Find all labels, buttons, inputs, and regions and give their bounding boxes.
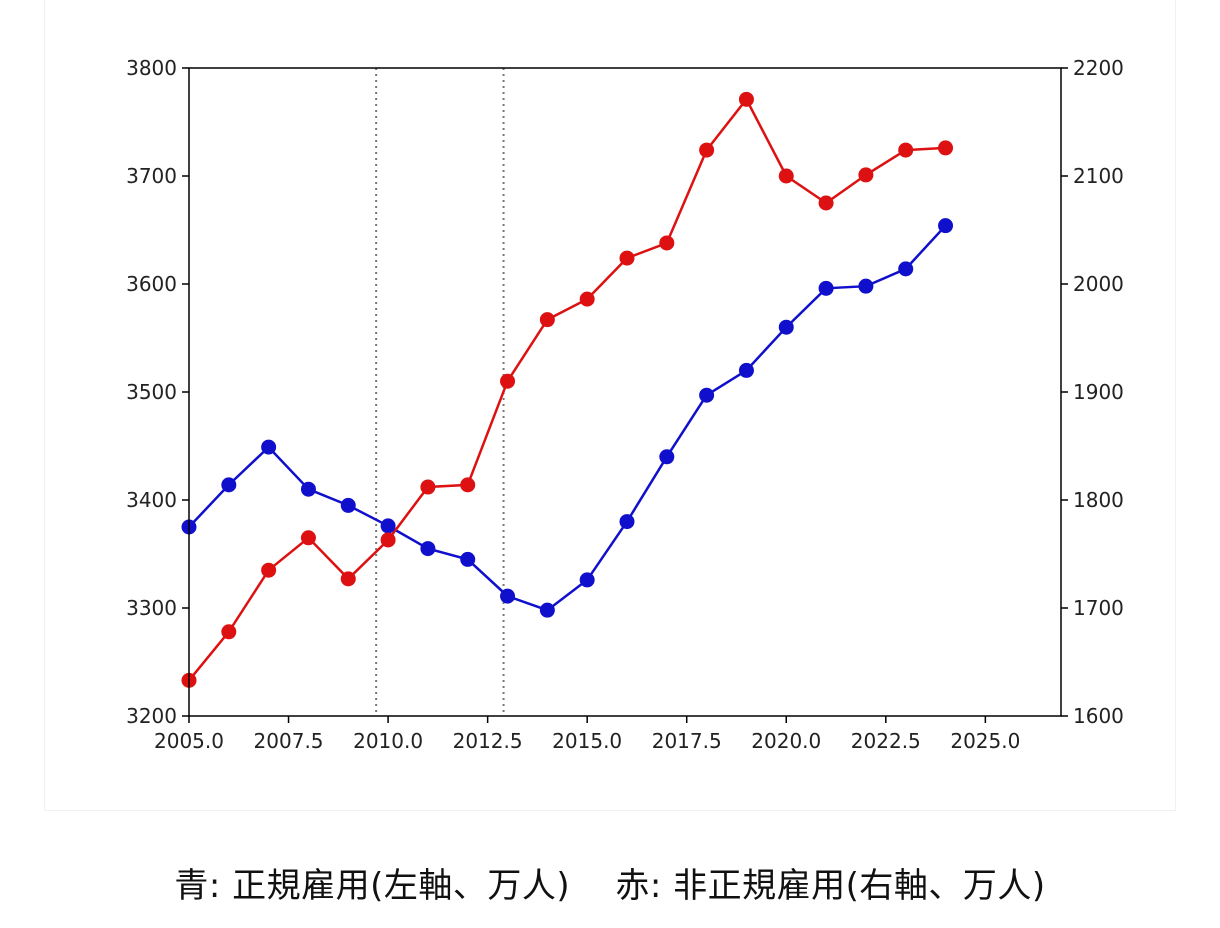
right-y-tick-label: 1700 [1073,596,1124,620]
vertical-reference-lines [375,68,505,716]
left-y-tick-label: 3400 [126,488,177,512]
nonregular-point [261,562,277,578]
x-tick-label: 2015.0 [552,729,622,753]
x-tick-label: 2007.5 [254,729,324,753]
regular-point [221,477,237,493]
series-points [181,91,954,688]
nonregular-point [738,91,754,107]
nonregular-point [539,312,555,328]
left-y-tick-label: 3700 [126,164,177,188]
left-y-tick-label: 3600 [126,272,177,296]
right-y-axis-ticks: 1600 1700 1800 1900 2000 2100 2200 [1061,56,1124,728]
plot-frame [188,67,1062,717]
x-tick-label: 2017.5 [652,729,722,753]
right-y-tick-label: 2100 [1073,164,1124,188]
caption-regular: 青: 正規雇用(左軸、万人) [174,866,571,906]
regular-point [380,518,396,534]
x-tick-label: 2005.0 [154,729,224,753]
regular-point [340,497,356,513]
nonregular-point [420,479,436,495]
regular-point [420,541,436,557]
regular-point [938,218,954,234]
regular-point [898,261,914,277]
left-y-tick-label: 3300 [126,596,177,620]
right-y-tick-label: 1800 [1073,488,1124,512]
right-y-tick-label: 2200 [1073,56,1124,80]
x-axis-ticks: 2005.0 2007.5 2010.0 2012.5 2015.0 2017.5 2020… [154,716,1020,753]
nonregular-point [898,142,914,158]
regular-point [858,278,874,294]
regular-point [460,551,476,567]
nonregular-point [818,195,834,211]
left-y-tick-label: 3500 [126,380,177,404]
x-tick-label: 2020.0 [751,729,821,753]
x-tick-label: 2012.5 [453,729,523,753]
regular-point [778,319,794,335]
nonregular-point [460,477,476,493]
series-lines [188,97,947,682]
chart-card: 2005.0 2007.5 2010.0 2012.5 2015.0 2017.5 2020… [44,0,1176,811]
regular-point [579,572,595,588]
left-y-tick-label: 3200 [126,704,177,728]
right-y-tick-label: 1900 [1073,380,1124,404]
regular-point [300,481,316,497]
x-tick-label: 2022.5 [851,729,921,753]
chart-caption: 青: 正規雇用(左軸、万人) 赤: 非正規雇用(右軸、万人) [0,858,1220,907]
nonregular-point [300,530,316,546]
left-y-tick-label: 3800 [126,56,177,80]
right-y-tick-label: 1600 [1073,704,1124,728]
nonregular-point [500,373,516,389]
x-tick-label: 2025.0 [950,729,1020,753]
regular-point [261,439,277,455]
regular-point [500,588,516,604]
regular-point [539,602,555,618]
regular-series-line [188,224,947,612]
regular-point [699,387,715,403]
nonregular-point [619,250,635,266]
nonregular-point [938,140,954,156]
caption-nonregular: 赤: 非正規雇用(右軸、万人) [615,866,1046,906]
nonregular-point [340,571,356,587]
nonregular-point [858,167,874,183]
nonregular-point [699,142,715,158]
regular-point [738,362,754,378]
line-chart: 2005.0 2007.5 2010.0 2012.5 2015.0 2017.5 2020… [126,56,1124,753]
regular-point [659,449,675,465]
left-y-axis-ticks: 3200 3300 3400 3500 3600 3700 3800 [126,56,189,728]
regular-point [619,514,635,530]
nonregular-point [778,168,794,184]
nonregular-point [579,291,595,307]
right-y-tick-label: 2000 [1073,272,1124,296]
regular-point [818,280,834,296]
nonregular-point [221,624,237,640]
nonregular-point [659,235,675,251]
nonregular-series-line [188,97,946,682]
nonregular-point [380,532,396,548]
x-tick-label: 2010.0 [353,729,423,753]
